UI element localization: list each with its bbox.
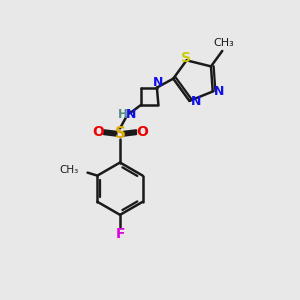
Text: F: F [115,226,125,241]
Text: N: N [126,108,136,121]
Text: H: H [118,108,127,121]
Text: O: O [92,125,104,139]
Text: N: N [214,85,224,98]
Text: N: N [153,76,164,89]
Text: CH₃: CH₃ [59,165,79,175]
Text: CH₃: CH₃ [213,38,234,48]
Text: O: O [136,125,148,139]
Text: S: S [181,51,191,65]
Text: S: S [115,126,125,141]
Text: N: N [191,95,201,108]
